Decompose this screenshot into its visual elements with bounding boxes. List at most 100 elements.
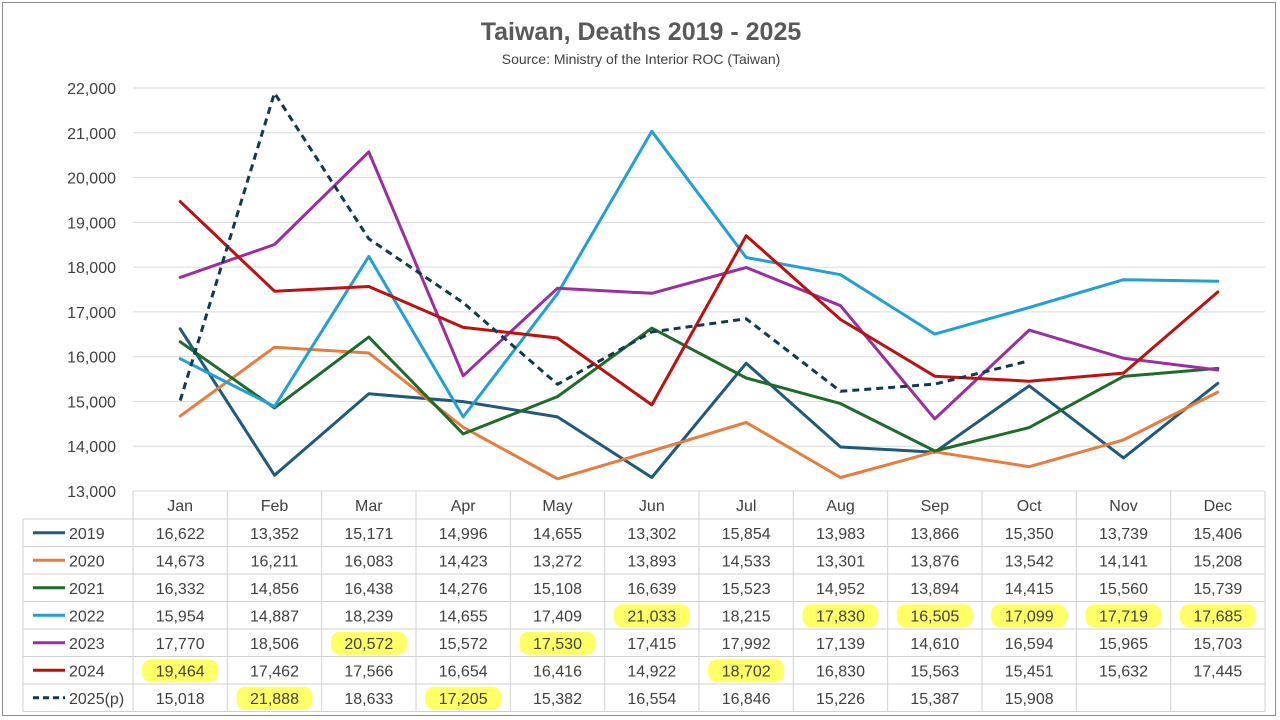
data-label: 16,654 — [439, 663, 488, 680]
data-label: 15,965 — [1099, 636, 1148, 653]
x-tick-label: Oct — [1017, 498, 1042, 515]
data-label: 17,139 — [816, 636, 865, 653]
x-tick-label: Dec — [1204, 498, 1232, 515]
x-tick-label: Jun — [639, 498, 665, 515]
y-tick-label: 13,000 — [67, 484, 116, 501]
y-tick-label: 19,000 — [67, 215, 116, 232]
data-label: 15,739 — [1193, 581, 1242, 598]
data-label: 21,033 — [627, 608, 676, 625]
data-label: 14,655 — [439, 608, 488, 625]
highlight-marker — [708, 659, 785, 683]
legend-label: 2025(p) — [69, 691, 124, 708]
data-label: 16,846 — [722, 691, 771, 708]
data-label: 15,908 — [1005, 691, 1054, 708]
data-label: 17,685 — [1193, 608, 1242, 625]
data-label: 14,996 — [439, 526, 488, 543]
data-label: 14,856 — [250, 581, 299, 598]
data-label: 14,922 — [627, 663, 676, 680]
highlight-marker — [991, 604, 1068, 628]
y-tick-label: 20,000 — [67, 171, 116, 188]
data-label: 15,572 — [439, 636, 488, 653]
data-label: 14,533 — [722, 553, 771, 570]
data-label: 15,563 — [910, 663, 959, 680]
data-label: 16,594 — [1005, 636, 1054, 653]
y-tick-label: 18,000 — [67, 260, 116, 277]
x-tick-label: Mar — [355, 498, 383, 515]
data-label: 17,770 — [156, 636, 205, 653]
highlight-marker — [236, 686, 313, 710]
highlight-marker — [142, 659, 219, 683]
series-lines — [178, 91, 1220, 481]
data-label: 18,239 — [344, 608, 393, 625]
data-label: 15,703 — [1193, 636, 1242, 653]
data-label: 13,301 — [816, 553, 865, 570]
x-tick-label: Jan — [167, 498, 193, 515]
data-label: 14,655 — [533, 526, 582, 543]
data-label: 15,632 — [1099, 663, 1148, 680]
x-tick-label: Sep — [921, 498, 950, 515]
data-label: 15,108 — [533, 581, 582, 598]
x-tick-label: Feb — [261, 498, 289, 515]
series-line-2023 — [178, 150, 1220, 421]
data-label: 18,215 — [722, 608, 771, 625]
chart: Taiwan, Deaths 2019 - 2025 Source: Minis… — [22, 18, 1266, 712]
data-label: 15,018 — [156, 691, 205, 708]
data-label: 15,854 — [722, 526, 771, 543]
legend-label: 2024 — [69, 663, 105, 680]
data-label: 15,451 — [1005, 663, 1054, 680]
highlight-marker — [613, 604, 690, 628]
series-line-2024 — [178, 200, 1220, 407]
data-label: 13,866 — [910, 526, 959, 543]
highlight-marker — [1085, 604, 1162, 628]
data-label: 18,633 — [344, 691, 393, 708]
data-label: 19,464 — [156, 663, 205, 680]
data-label: 13,352 — [250, 526, 299, 543]
y-tick-label: 16,000 — [67, 350, 116, 367]
data-label: 16,639 — [627, 581, 676, 598]
data-label: 15,387 — [910, 691, 959, 708]
data-label: 18,506 — [250, 636, 299, 653]
data-label: 14,952 — [816, 581, 865, 598]
series-line-2025p — [178, 91, 1030, 402]
legend-label: 2023 — [69, 636, 105, 653]
data-label: 16,438 — [344, 581, 393, 598]
x-tick-label: Aug — [826, 498, 854, 515]
y-tick-label: 17,000 — [67, 305, 116, 322]
data-label: 15,208 — [1193, 553, 1242, 570]
data-label: 16,554 — [627, 691, 676, 708]
data-label: 14,276 — [439, 581, 488, 598]
series-line-2019 — [178, 327, 1220, 479]
data-label: 14,415 — [1005, 581, 1054, 598]
highlight-marker — [896, 604, 973, 628]
x-tick-label: Jul — [736, 498, 756, 515]
data-label: 17,719 — [1099, 608, 1148, 625]
y-tick-label: 21,000 — [67, 126, 116, 143]
y-tick-label: 22,000 — [67, 81, 116, 98]
data-label: 14,610 — [910, 636, 959, 653]
data-label: 17,415 — [627, 636, 676, 653]
chart-title: Taiwan, Deaths 2019 - 2025 — [481, 18, 802, 46]
legend-label: 2019 — [69, 526, 105, 543]
data-label: 14,673 — [156, 553, 205, 570]
legend-label: 2021 — [69, 581, 105, 598]
y-axis-labels: 13,000 14,000 15,000 16,000 17,000 18,000 19,0… — [67, 81, 116, 501]
data-label: 17,205 — [439, 691, 488, 708]
highlight-marker — [330, 631, 407, 655]
data-label: 15,226 — [816, 691, 865, 708]
data-label: 20,572 — [344, 636, 393, 653]
y-tick-label: 14,000 — [67, 439, 116, 456]
series-line-2020 — [178, 345, 1220, 481]
data-label: 13,876 — [910, 553, 959, 570]
data-label: 15,350 — [1005, 526, 1054, 543]
data-label: 17,530 — [533, 636, 582, 653]
data-label: 14,141 — [1099, 553, 1148, 570]
highlight-marker — [1179, 604, 1256, 628]
data-label: 17,830 — [816, 608, 865, 625]
data-label: 13,893 — [627, 553, 676, 570]
y-tick-label: 15,000 — [67, 394, 116, 411]
legend-label: 2020 — [69, 553, 105, 570]
data-label: 15,171 — [344, 526, 393, 543]
data-label: 16,332 — [156, 581, 205, 598]
gridlines — [133, 87, 1265, 492]
series-line-2021 — [178, 326, 1220, 453]
